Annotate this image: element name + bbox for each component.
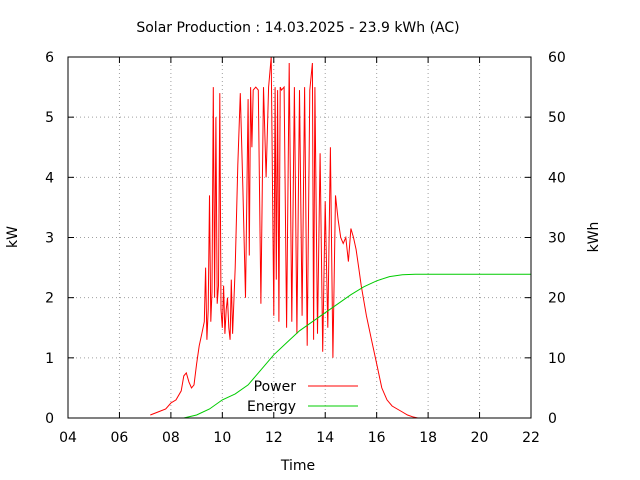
x-tick-label: 18 [419,430,437,446]
x-tick-label: 08 [162,430,180,446]
y-tick-label-left: 1 [45,351,54,367]
y-tick-label-right: 20 [548,291,566,307]
y-tick-label-left: 3 [45,231,54,247]
series-layer [150,56,531,419]
x-tick-label: 04 [59,430,77,446]
legend-label-power: Power [254,379,297,395]
y-axis-label-right: kWh [586,222,602,253]
y-tick-label-left: 6 [45,50,54,66]
x-tick-label: 22 [522,430,540,446]
x-tick-label: 16 [368,430,386,446]
grid [68,57,531,418]
y-tick-label-right: 30 [548,231,566,247]
y-axis-label-left: kW [5,226,21,248]
y-tick-label-right: 10 [548,351,566,367]
y-tick-label-right: 0 [548,411,557,427]
x-tick-label: 10 [213,430,231,446]
y-tick-label-right: 60 [548,50,566,66]
x-tick-label: 20 [471,430,489,446]
series-line-energy [170,273,531,419]
x-tick-label: 06 [111,430,129,446]
y-tick-label-left: 0 [45,411,54,427]
series-line-power [150,56,441,419]
chart-title: Solar Production : 14.03.2025 - 23.9 kWh… [136,20,459,36]
y-tick-label-right: 40 [548,170,566,186]
plot-frame [67,56,532,419]
x-tick-label: 14 [316,430,334,446]
y-tick-label-left: 4 [45,170,54,186]
x-axis-label: Time [280,458,315,474]
x-tick-label: 12 [265,430,283,446]
y-tick-label-left: 2 [45,291,54,307]
legend: Power Energy [247,379,358,415]
y-tick-label-right: 50 [548,110,566,126]
legend-label-energy: Energy [247,399,296,415]
axis-ticks [67,56,532,419]
y-tick-label-left: 5 [45,110,54,126]
